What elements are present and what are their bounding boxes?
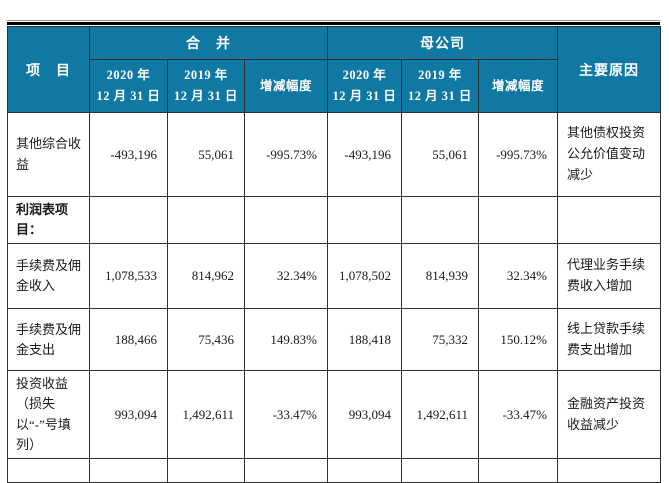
item-cell: 投资收益（损失以“-”号填列） <box>7 370 90 459</box>
date-line: 12 月 31 日 <box>174 89 238 103</box>
date-line: 2020 年 <box>342 68 387 83</box>
change-cell: 150.12% <box>478 308 558 372</box>
reason-cell: 其他债权投资公允价值变动减少 <box>557 112 661 197</box>
date-line: 12 月 31 日 <box>408 89 472 103</box>
header-consolidated-2020: 2020 年 12 月 31 日 <box>89 59 168 113</box>
header-parent-2019: 2019 年 12 月 31 日 <box>401 59 479 113</box>
header-group-consolidated: 合 并 <box>89 26 328 60</box>
header-main-reason-column: 主要原因 <box>557 26 661 113</box>
empty-cell <box>7 457 90 483</box>
section-title-cell: 利润表项目： <box>7 195 90 245</box>
empty-cell <box>327 195 402 245</box>
change-cell: 149.83% <box>244 308 328 372</box>
item-cell: 其他综合收益 <box>7 112 90 197</box>
empty-cell <box>557 457 661 483</box>
header-item-column: 项 目 <box>7 26 90 113</box>
date-line: 12 月 31 日 <box>96 89 161 103</box>
change-cell: -33.47% <box>478 370 558 459</box>
value-cell: 993,094 <box>327 370 402 459</box>
change-cell: -995.73% <box>244 112 328 197</box>
empty-cell <box>557 195 661 245</box>
reason-cell: 线上贷款手续费支出增加 <box>557 308 661 372</box>
value-cell: -493,196 <box>89 112 168 197</box>
change-cell: -33.47% <box>244 370 328 459</box>
empty-cell <box>401 195 479 245</box>
table-row-other-comprehensive-income: 其他综合收益 -493,196 55,061 -995.73% -493,196… <box>7 112 661 197</box>
value-cell: 993,094 <box>89 370 168 459</box>
header-group-row: 项 目 合 并 母公司 主要原因 <box>7 26 661 113</box>
header-parent-change: 增减幅度 <box>478 59 558 113</box>
value-cell: 75,332 <box>401 308 479 372</box>
section-row-income-statement-items: 利润表项目： <box>7 195 661 245</box>
comparison-table: 项 目 合 并 母公司 主要原因 2020 年 12 月 31 日 2019 年… <box>7 26 661 483</box>
change-cell: 32.34% <box>478 243 558 310</box>
date-line: 2020 年 <box>106 68 151 83</box>
value-cell: -493,196 <box>327 112 402 197</box>
value-cell: 1,078,502 <box>327 243 402 310</box>
financial-comparison-table: 项 目 合 并 母公司 主要原因 2020 年 12 月 31 日 2019 年… <box>7 20 661 483</box>
header-group-parent-company: 母公司 <box>327 26 558 60</box>
table-row-fee-commission-expense: 手续费及佣金支出 188,466 75,436 149.83% 188,418 … <box>7 308 661 372</box>
empty-cell <box>89 195 168 245</box>
empty-cell <box>478 457 558 483</box>
empty-cell <box>244 195 328 245</box>
item-cell: 手续费及佣金收入 <box>7 243 90 310</box>
table-header: 项 目 合 并 母公司 主要原因 2020 年 12 月 31 日 2019 年… <box>7 26 661 113</box>
change-cell: -995.73% <box>478 112 558 197</box>
header-parent-2020: 2020 年 12 月 31 日 <box>327 59 402 113</box>
header-consolidated-2019: 2019 年 12 月 31 日 <box>167 59 245 113</box>
value-cell: 1,492,611 <box>401 370 479 459</box>
empty-cell <box>244 457 328 483</box>
empty-cell <box>327 457 402 483</box>
table-row-fee-commission-income: 手续费及佣金收入 1,078,533 814,962 32.34% 1,078,… <box>7 243 661 310</box>
page: { "table": { "accent_color": "#0f79a4", … <box>7 20 661 483</box>
header-consolidated-change: 增减幅度 <box>244 59 328 113</box>
change-cell: 32.34% <box>244 243 328 310</box>
empty-cell <box>167 195 245 245</box>
empty-cell <box>89 457 168 483</box>
item-cell: 手续费及佣金支出 <box>7 308 90 372</box>
value-cell: 1,078,533 <box>89 243 168 310</box>
reason-cell: 金融资产投资收益减少 <box>557 370 661 459</box>
value-cell: 55,061 <box>401 112 479 197</box>
empty-cell <box>167 457 245 483</box>
empty-cell <box>401 457 479 483</box>
value-cell: 1,492,611 <box>167 370 245 459</box>
date-line: 2019 年 <box>184 68 228 83</box>
value-cell: 75,436 <box>167 308 245 372</box>
table-row-partial <box>7 457 661 483</box>
table-top-rule <box>7 20 660 25</box>
date-line: 12 月 31 日 <box>332 89 397 103</box>
value-cell: 814,939 <box>401 243 479 310</box>
table-body: 其他综合收益 -493,196 55,061 -995.73% -493,196… <box>7 112 661 483</box>
header-sub-row: 2020 年 12 月 31 日 2019 年 12 月 31 日 增减幅度 2… <box>8 59 661 113</box>
value-cell: 188,418 <box>327 308 402 372</box>
value-cell: 55,061 <box>167 112 245 197</box>
value-cell: 188,466 <box>89 308 168 372</box>
date-line: 2019 年 <box>418 68 462 83</box>
empty-cell <box>478 195 558 245</box>
reason-cell: 代理业务手续费收入增加 <box>557 243 661 310</box>
value-cell: 814,962 <box>167 243 245 310</box>
table-row-investment-income: 投资收益（损失以“-”号填列） 993,094 1,492,611 -33.47… <box>7 370 661 459</box>
